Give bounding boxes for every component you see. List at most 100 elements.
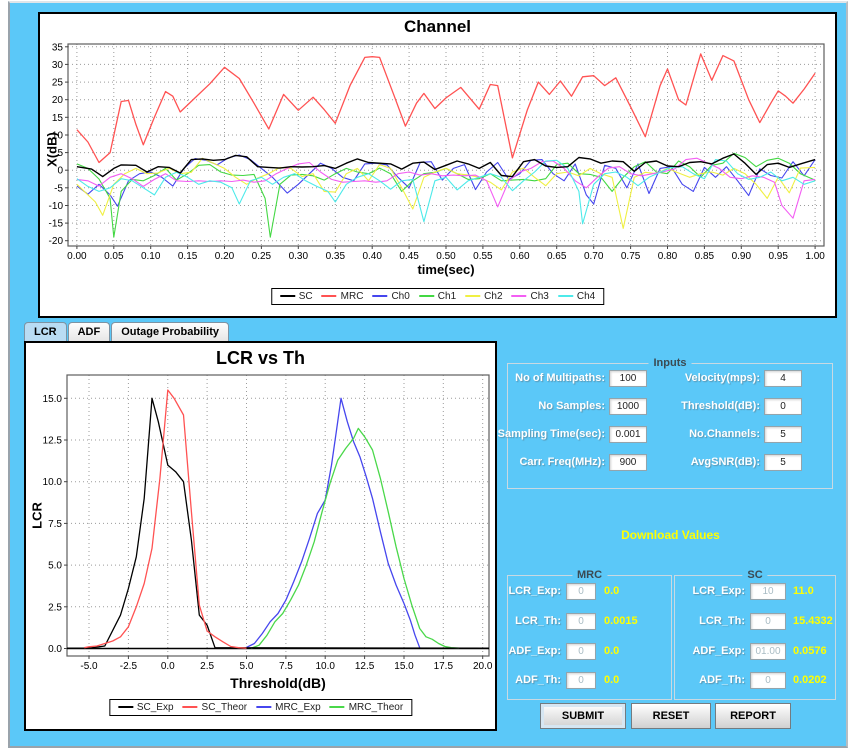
results-tabbar: LCR ADF Outage Probability <box>24 322 230 341</box>
tick-label-x: 0.95 <box>768 251 788 262</box>
sc-lcr-exp-field[interactable] <box>750 583 786 600</box>
threshold-field[interactable] <box>764 398 802 415</box>
plot-frame <box>66 374 490 657</box>
avg-snr-field[interactable] <box>764 454 802 471</box>
tick-label-y: 5 <box>57 148 63 159</box>
legend-item-Ch2: Ch2 <box>465 291 503 302</box>
channel-plot-area: 0.00 0.05 0.10 0.15 0.20 0.25 0.30 0.35 0.40 0.45… <box>49 42 826 262</box>
mrc-group: MRC <box>507 569 672 700</box>
legend-label: SC <box>298 291 313 302</box>
tick-label-y: 15 <box>52 113 64 124</box>
series-MRC_Exp <box>244 397 421 649</box>
legend-label: Ch3 <box>530 291 549 302</box>
sc-lcr-exp-value: 11.0 <box>793 585 814 597</box>
tick-label-x: 0.60 <box>510 251 530 262</box>
legend-swatch <box>329 706 345 709</box>
legend-label: MRC <box>340 291 364 302</box>
threshold-label: Threshold(dB): <box>681 400 760 412</box>
tick-label-x: 17.5 <box>434 661 454 672</box>
series-SC_Exp <box>67 397 490 649</box>
mrc-adf-exp-field[interactable] <box>566 643 596 660</box>
report-button[interactable]: REPORT <box>715 703 791 729</box>
mrc-adf-th-field[interactable] <box>566 672 596 689</box>
mrc-group-title: MRC <box>571 569 608 581</box>
legend-swatch <box>557 295 573 298</box>
tick-label-x: 0.05 <box>104 251 124 262</box>
legend-item-SC_Theor: SC_Theor <box>182 702 247 713</box>
reset-button[interactable]: RESET <box>631 703 711 729</box>
mrc-lcr-exp-field[interactable] <box>566 583 596 600</box>
channel-x-axis-label: time(sec) <box>417 262 475 277</box>
no-channels-field[interactable] <box>764 426 802 443</box>
sc-lcr-th-value: 15.4332 <box>793 615 833 627</box>
channel-chart-title: Channel <box>403 17 472 36</box>
tick-label-y: 25 <box>52 78 64 89</box>
avg-snr-label: AvgSNR(dB): <box>690 456 760 468</box>
series-Ch2 <box>76 157 816 229</box>
legend-item-SC: SC <box>279 291 313 302</box>
sc-lcr-th-field[interactable] <box>750 613 786 630</box>
tab-adf[interactable]: ADF <box>67 322 111 341</box>
sc-adf-exp-label: ADF_Exp: <box>692 645 745 657</box>
no-samples-label: No Samples: <box>538 400 605 412</box>
mrc-adf-exp-label: ADF_Exp: <box>508 645 561 657</box>
no-of-multipaths-field[interactable] <box>609 370 647 387</box>
mrc-lcr-th-value: 0.0015 <box>604 615 638 627</box>
tick-label-x: 0.20 <box>215 251 235 262</box>
sc-adf-exp-field[interactable] <box>750 643 786 660</box>
tick-label-x: 2.5 <box>200 661 214 672</box>
tick-label-x: 7.5 <box>279 661 293 672</box>
legend-label: MRC_Exp <box>275 702 321 713</box>
legend-swatch <box>465 295 481 298</box>
legend-item-SC_Exp: SC_Exp <box>117 702 174 713</box>
tick-label-y: 10.0 <box>43 477 63 488</box>
legend-item-Ch1: Ch1 <box>418 291 456 302</box>
sampling-time-field[interactable] <box>609 426 647 443</box>
tick-label-x: 0.15 <box>178 251 198 262</box>
mrc-lcr-th-field[interactable] <box>566 613 596 630</box>
tab-outage-probability[interactable]: Outage Probability <box>111 322 230 341</box>
tick-label-y: 15.0 <box>43 394 63 405</box>
lcr-plot-area: -5.0 -2.5 0.0 2.5 5.0 7.5 10.0 12.5 15.0 17.5 20.0… <box>43 374 493 672</box>
tick-label-x: 1.00 <box>805 251 825 262</box>
sc-adf-th-value: 0.0202 <box>793 674 827 686</box>
tick-label-y: 20 <box>52 95 64 106</box>
series-Ch4 <box>76 159 816 225</box>
series-MRC <box>76 53 816 164</box>
tick-label-y: -5 <box>54 183 63 194</box>
sc-group-title: SC <box>742 569 768 581</box>
submit-button[interactable]: SUBMIT <box>540 703 626 729</box>
tick-label-x: 0.55 <box>473 251 493 262</box>
no-of-multipaths-label: No of Multipaths: <box>515 372 605 384</box>
sc-adf-th-label: ADF_Th: <box>699 674 745 686</box>
sc-lcr-th-label: LCR_Th: <box>699 615 745 627</box>
no-samples-field[interactable] <box>609 398 647 415</box>
carr-freq-field[interactable] <box>609 454 647 471</box>
inputs-group-title: Inputs <box>648 357 692 369</box>
tick-label-x: 0.45 <box>399 251 419 262</box>
legend-item-Ch0: Ch0 <box>372 291 410 302</box>
mrc-lcr-exp-value: 0.0 <box>604 585 620 597</box>
tick-label-x: -2.5 <box>120 661 138 672</box>
sc-adf-th-field[interactable] <box>750 672 786 689</box>
tick-label-x: 0.0 <box>161 661 175 672</box>
velocity-label: Velocity(mps): <box>684 372 760 384</box>
tick-label-x: 0.75 <box>621 251 641 262</box>
tick-label-x: 0.50 <box>436 251 456 262</box>
legend-label: MRC_Theor <box>348 702 404 713</box>
tick-label-x: 0.85 <box>695 251 715 262</box>
legend-item-Ch3: Ch3 <box>511 291 549 302</box>
velocity-field[interactable] <box>764 370 802 387</box>
series-SC <box>76 153 816 178</box>
lcr-chart-title: LCR vs Th <box>215 348 305 368</box>
mrc-adf-th-label: ADF_Th: <box>515 674 561 686</box>
carr-freq-label: Carr. Freq(MHz): <box>519 456 605 468</box>
tick-label-y: -20 <box>49 236 64 247</box>
tick-label-x: 0.80 <box>658 251 678 262</box>
tab-lcr[interactable]: LCR <box>24 322 67 341</box>
mrc-lcr-exp-label: LCR_Exp: <box>508 585 561 597</box>
tick-label-y: 30 <box>52 60 64 71</box>
tick-label-x: 0.10 <box>141 251 161 262</box>
sc-adf-exp-value: 0.0576 <box>793 645 827 657</box>
